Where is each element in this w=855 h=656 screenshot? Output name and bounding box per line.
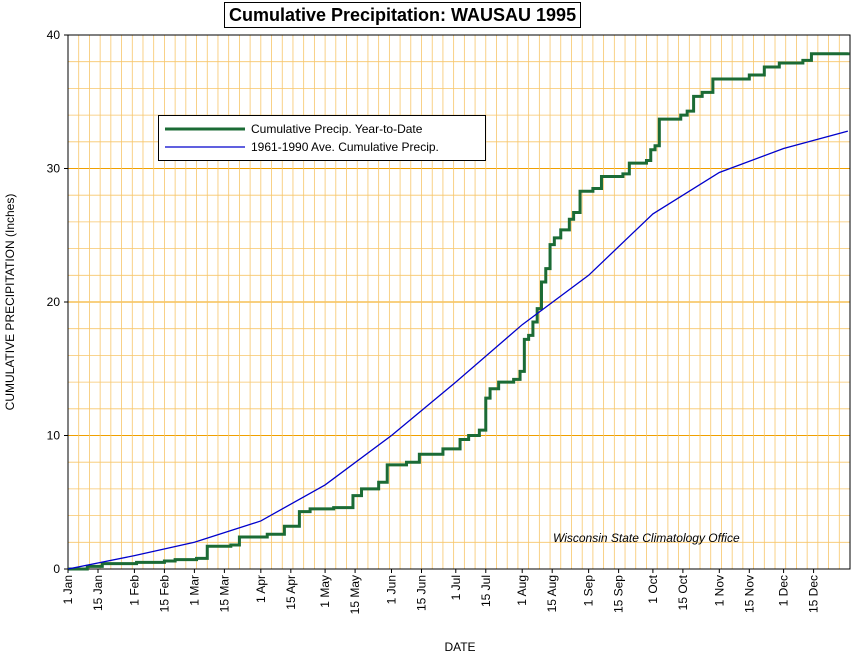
x-tick-label: 1 Jul	[449, 575, 463, 600]
x-tick-label: 1 Dec	[777, 575, 791, 606]
x-tick-label: 15 Sep	[612, 575, 626, 613]
y-axis-label: CUMULATIVE PRECIPITATION (Inches)	[3, 193, 17, 411]
legend-item-average: 1961-1990 Ave. Cumulative Precip.	[165, 138, 439, 156]
x-tick-label: 1 Oct	[646, 574, 660, 603]
x-tick-label: 1 May	[318, 575, 332, 608]
x-tick-label: 1 Nov	[712, 575, 726, 606]
x-tick-label: 15 Feb	[157, 575, 171, 613]
y-tick-label: 0	[53, 562, 60, 576]
y-tick-label: 10	[47, 429, 61, 443]
x-tick-label: 15 Oct	[676, 574, 690, 610]
x-tick-label: 1 Apr	[254, 575, 268, 603]
x-tick-label: 15 Apr	[284, 575, 298, 610]
y-tick-label: 40	[47, 28, 61, 42]
y-tick-label: 20	[47, 295, 61, 309]
x-tick-label: 15 Dec	[807, 575, 821, 613]
legend-swatch-average	[165, 146, 245, 148]
x-tick-label: 1 Sep	[582, 575, 596, 607]
x-tick-label: 15 Jan	[91, 575, 105, 611]
x-tick-label: 1 Aug	[515, 575, 529, 606]
x-tick-label: 15 Mar	[217, 575, 231, 612]
legend: Cumulative Precip. Year-to-Date 1961-199…	[158, 115, 486, 161]
x-tick-label: 1 Jun	[385, 575, 399, 604]
legend-swatch-observed	[165, 127, 245, 131]
x-axis-label: DATE	[444, 640, 476, 654]
x-tick-label: 1 Jan	[61, 575, 75, 604]
x-tick-label: 1 Feb	[127, 575, 141, 606]
series-lines	[67, 52, 850, 571]
x-tick-label: 1 Mar	[187, 575, 201, 606]
legend-item-observed: Cumulative Precip. Year-to-Date	[165, 120, 422, 138]
x-tick-label: 15 Aug	[545, 575, 559, 612]
x-tick-label: 15 Jul	[479, 575, 493, 607]
y-tick-label: 30	[47, 162, 61, 176]
x-tick-label: 15 May	[348, 575, 362, 614]
credit-annotation: Wisconsin State Climatology Office	[553, 531, 740, 545]
legend-label-observed: Cumulative Precip. Year-to-Date	[251, 122, 423, 136]
x-tick-label: 15 Nov	[742, 575, 756, 613]
tick-labels: 0 10 20 30 40 1 Jan 15 Jan 1 Feb 15 Feb 1 Mar 15 M…	[47, 28, 821, 614]
chart-title: Cumulative Precipitation: WAUSAU 1995	[224, 2, 582, 28]
legend-label-average: 1961-1990 Ave. Cumulative Precip.	[251, 140, 439, 154]
x-tick-label: 15 Jun	[415, 575, 429, 611]
